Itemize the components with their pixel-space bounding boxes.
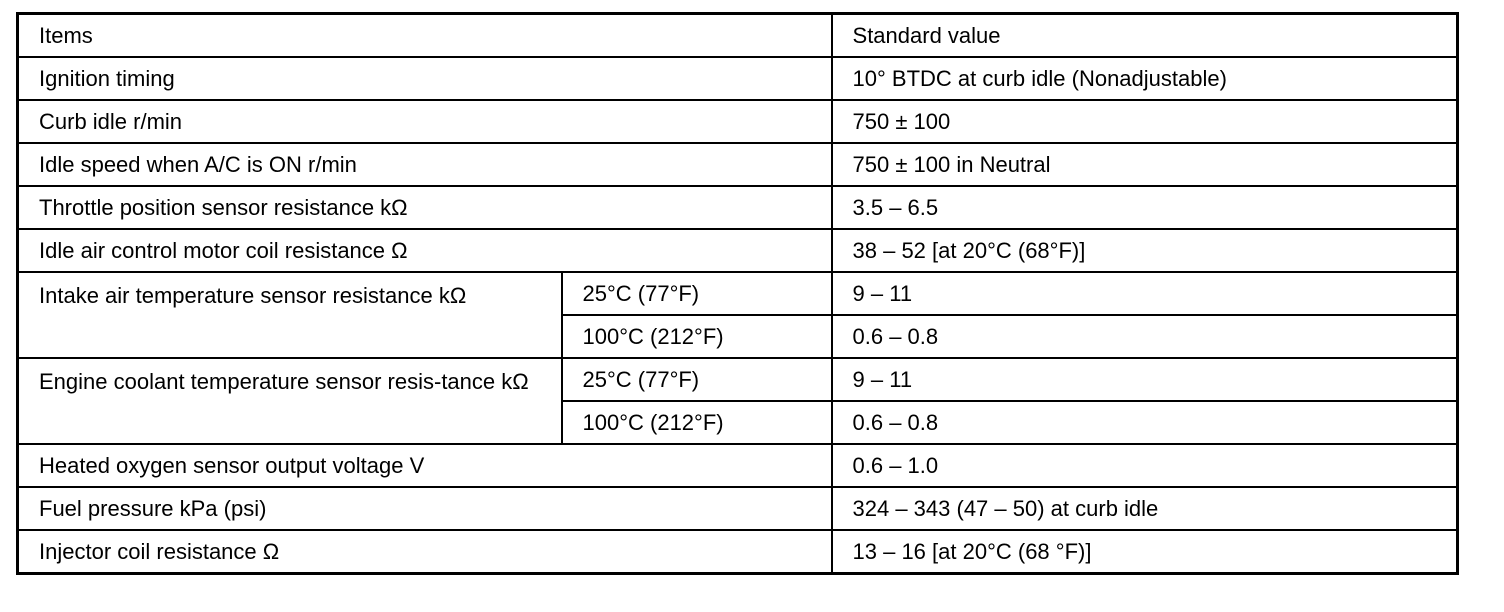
table-row: Engine coolant temperature sensor resis-… — [16, 357, 1459, 445]
table-row: Idle speed when A/C is ON r/min 750 ± 100… — [16, 142, 1459, 187]
value-cell: 13 – 16 [at 20°C (68 °F)] — [830, 529, 1459, 575]
item-cell: Engine coolant temperature sensor resis-… — [16, 357, 563, 445]
value-cell: 324 – 343 (47 – 50) at curb idle — [830, 486, 1459, 531]
value-cell: 750 ± 100 in Neutral — [830, 142, 1459, 187]
item-cell: Ignition timing — [16, 56, 833, 101]
table-row: Intake air temperature sensor resistance… — [16, 271, 1459, 359]
table-row: Curb idle r/min 750 ± 100 — [16, 99, 1459, 144]
value-cell: 0.6 – 0.8 — [830, 400, 1459, 445]
table-row: 100°C (212°F) 0.6 – 0.8 — [18, 400, 1459, 445]
value-cell: 3.5 – 6.5 — [830, 185, 1459, 230]
table-row: Injector coil resistance Ω 13 – 16 [at 20… — [16, 529, 1459, 575]
item-cell: Intake air temperature sensor resistance… — [16, 271, 563, 359]
header-items: Items — [16, 12, 833, 58]
value-cell: 750 ± 100 — [830, 99, 1459, 144]
item-cell: Fuel pressure kPa (psi) — [16, 486, 833, 531]
value-cell: 9 – 11 — [830, 357, 1459, 402]
header-standard-value: Standard value — [830, 12, 1459, 58]
table-row: Fuel pressure kPa (psi) 324 – 343 (47 – 5… — [16, 486, 1459, 531]
condition-cell: 25°C (77°F) — [560, 271, 833, 316]
specifications-table: Items Standard value Ignition timing 10° … — [16, 12, 1460, 575]
item-cell: Idle air control motor coil resistance Ω — [16, 228, 833, 273]
table-row: Idle air control motor coil resistance Ω… — [16, 228, 1459, 273]
table-row: Heated oxygen sensor output voltage V 0.6… — [16, 443, 1459, 488]
condition-cell: 100°C (212°F) — [560, 314, 833, 359]
table-row: Throttle position sensor resistance kΩ 3.… — [16, 185, 1459, 230]
condition-cell: 100°C (212°F) — [560, 400, 833, 445]
table-row: 100°C (212°F) 0.6 – 0.8 — [18, 314, 1459, 359]
table-row: Ignition timing 10° BTDC at curb idle (No… — [16, 56, 1459, 101]
item-cell: Injector coil resistance Ω — [16, 529, 833, 575]
condition-cell: 25°C (77°F) — [560, 357, 833, 402]
value-cell: 38 – 52 [at 20°C (68°F)] — [830, 228, 1459, 273]
value-cell: 0.6 – 1.0 — [830, 443, 1459, 488]
item-cell: Throttle position sensor resistance kΩ — [16, 185, 833, 230]
item-cell: Idle speed when A/C is ON r/min — [16, 142, 833, 187]
item-cell: Heated oxygen sensor output voltage V — [16, 443, 833, 488]
item-cell: Curb idle r/min — [16, 99, 833, 144]
value-cell: 10° BTDC at curb idle (Nonadjustable) — [830, 56, 1459, 101]
value-cell: 0.6 – 0.8 — [830, 314, 1459, 359]
value-cell: 9 – 11 — [830, 271, 1459, 316]
header-row: Items Standard value — [16, 12, 1459, 58]
